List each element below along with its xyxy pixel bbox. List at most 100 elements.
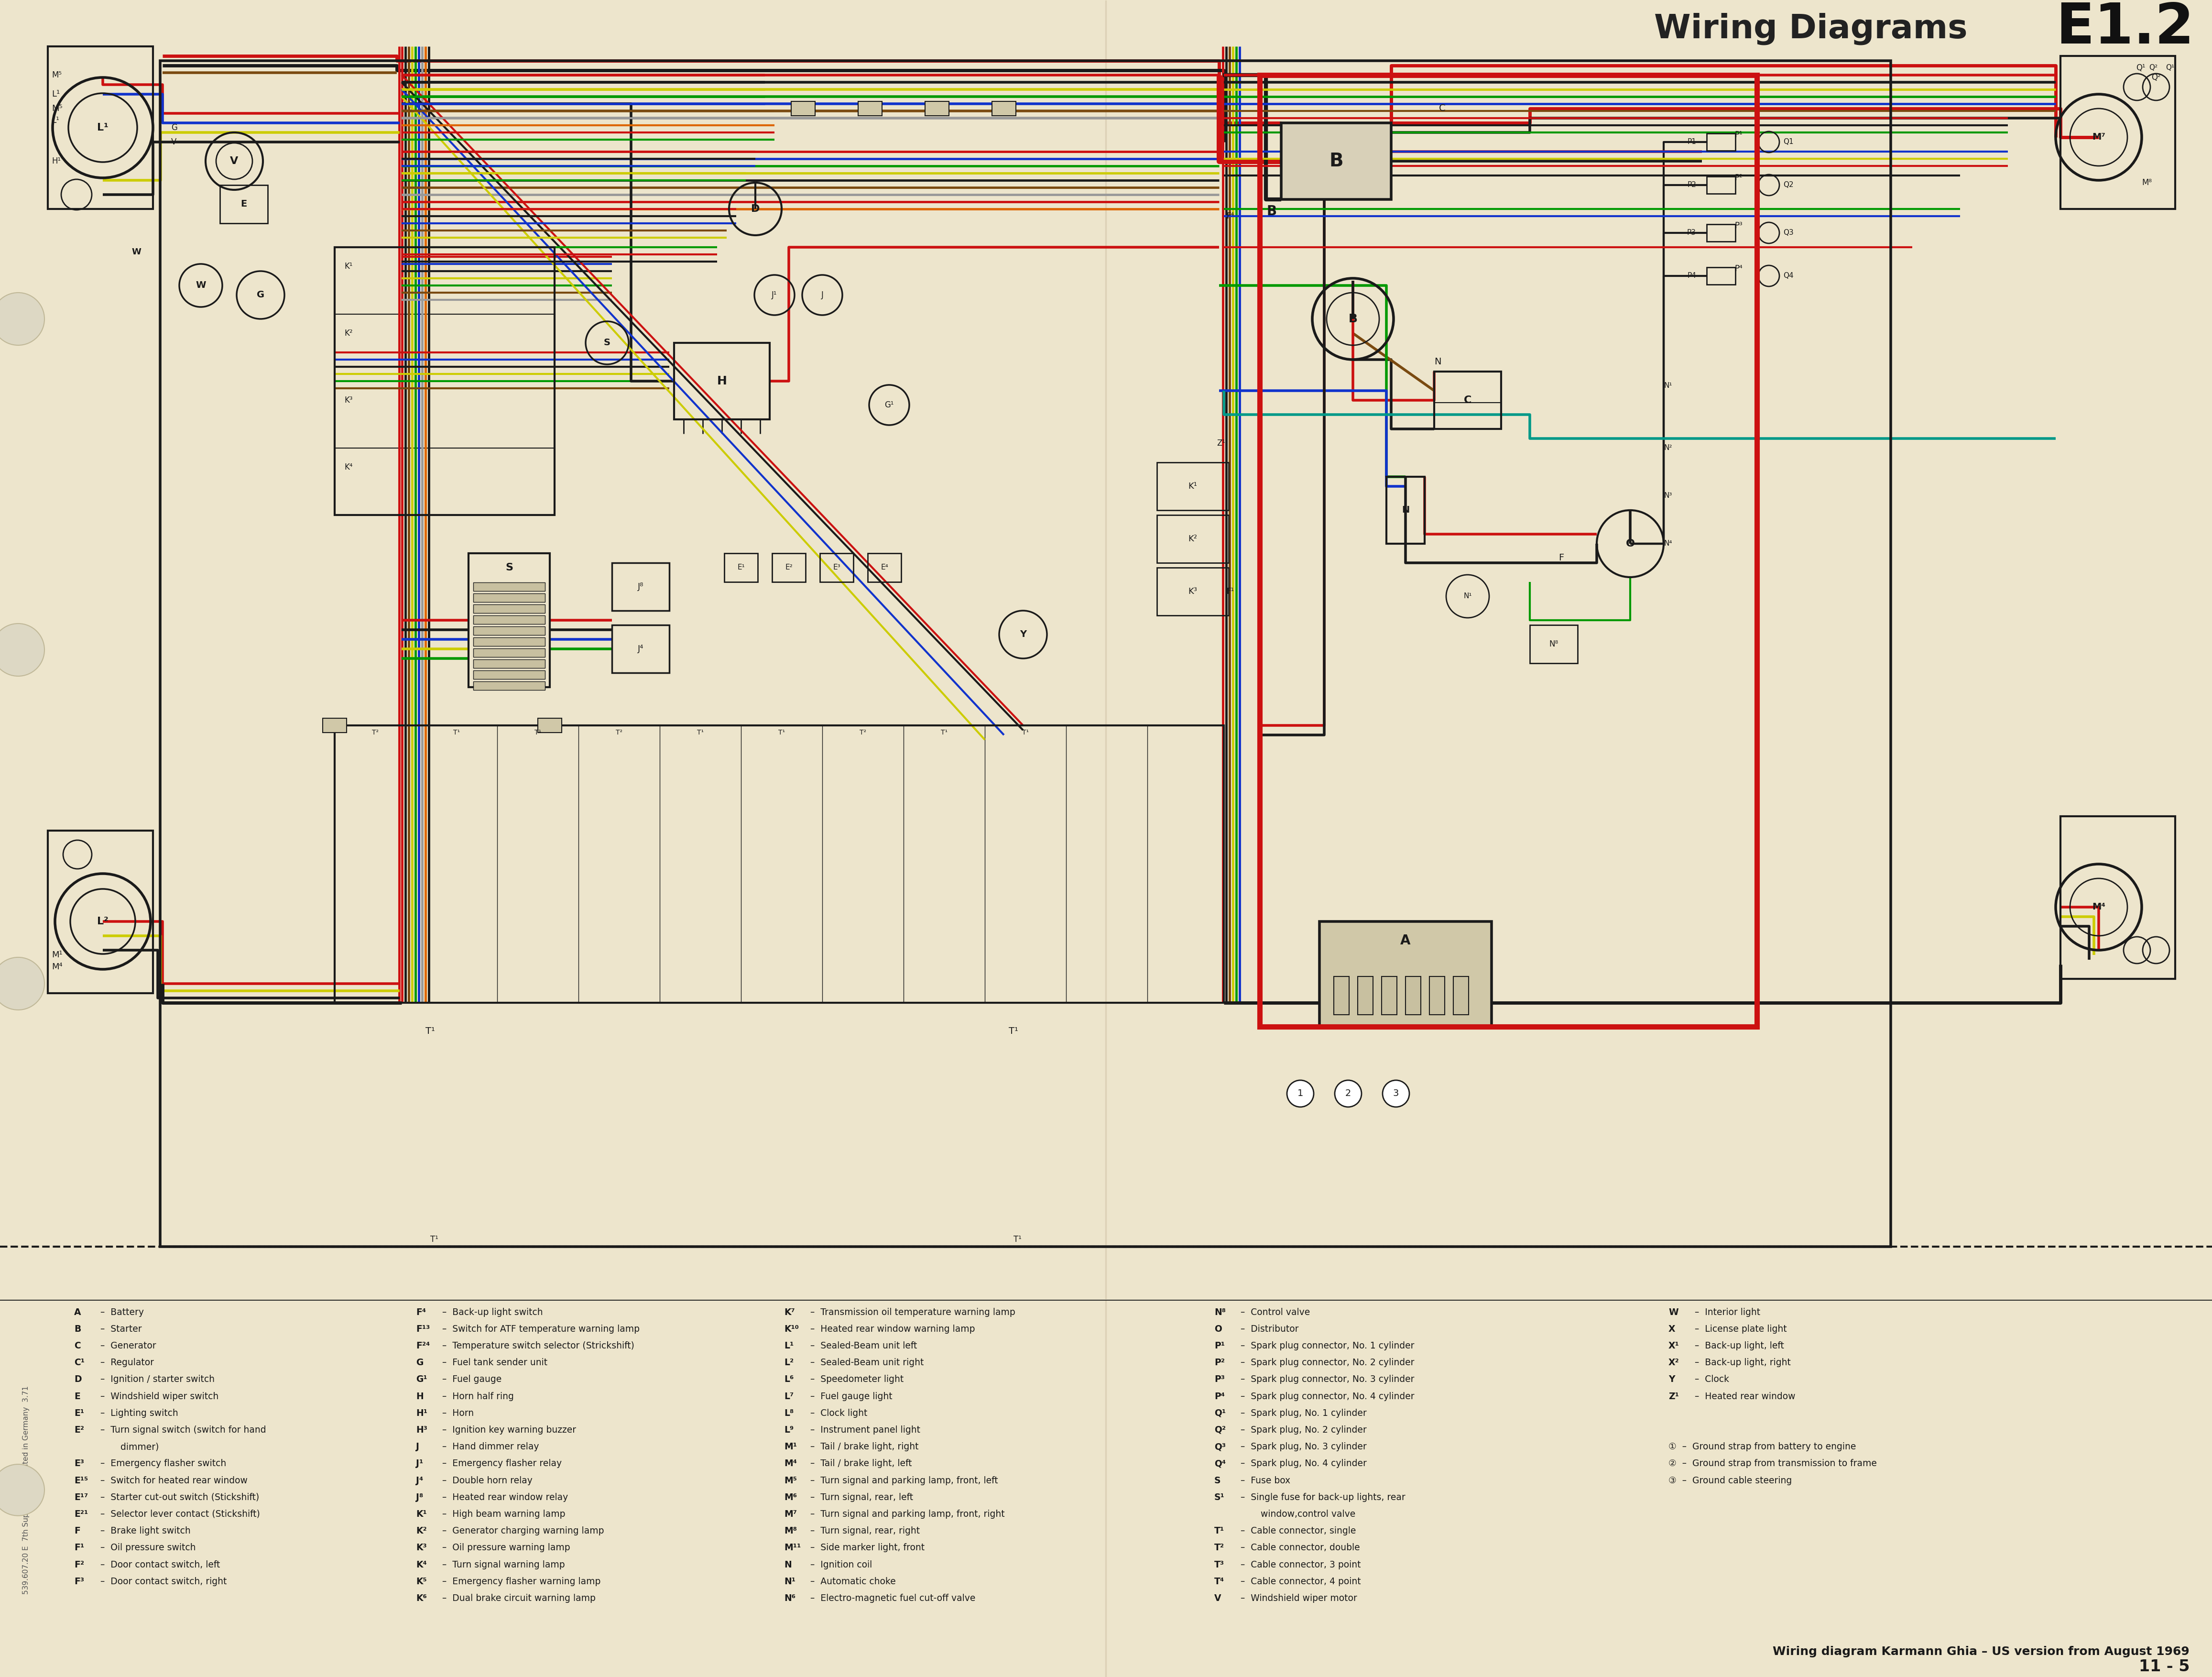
Bar <box>1334 976 1349 1015</box>
Text: T¹: T¹ <box>1013 1236 1022 1244</box>
Text: ①  –  Ground strap from battery to engine: ① – Ground strap from battery to engine <box>1668 1442 1856 1451</box>
Text: –  Fuel gauge light: – Fuel gauge light <box>810 1392 891 1400</box>
Text: –  Ignition key warning buzzer: – Ignition key warning buzzer <box>442 1425 575 1434</box>
Text: –  Turn signal and parking lamp, front, right: – Turn signal and parking lamp, front, r… <box>810 1509 1004 1519</box>
Text: L⁸: L⁸ <box>783 1409 794 1417</box>
Text: M⁷: M⁷ <box>2093 132 2106 143</box>
Text: K³: K³ <box>345 396 352 404</box>
Text: M⁵: M⁵ <box>51 70 62 79</box>
Text: N⁶: N⁶ <box>783 1593 796 1603</box>
Text: P4: P4 <box>1688 272 1697 280</box>
Text: N¹: N¹ <box>783 1576 796 1586</box>
Text: Wiring diagram Karmann Ghia – US version from August 1969: Wiring diagram Karmann Ghia – US version… <box>1772 1645 2190 1657</box>
Bar <box>991 101 1015 116</box>
Text: B: B <box>73 1325 82 1333</box>
Circle shape <box>1334 1080 1363 1107</box>
Text: T¹: T¹ <box>940 729 947 736</box>
Circle shape <box>0 958 44 1010</box>
Circle shape <box>1382 1080 1409 1107</box>
Text: –  Windshield wiper switch: – Windshield wiper switch <box>100 1392 219 1400</box>
Text: J⁴: J⁴ <box>637 644 644 652</box>
Text: J: J <box>821 290 823 299</box>
Text: –  Turn signal, rear, left: – Turn signal, rear, left <box>810 1493 914 1503</box>
Bar <box>1318 921 1491 1026</box>
Text: –  Cable connector, double: – Cable connector, double <box>1241 1543 1360 1553</box>
Text: –  Switch for ATF temperature warning lamp: – Switch for ATF temperature warning lam… <box>442 1325 639 1333</box>
Text: D: D <box>750 205 759 213</box>
Text: F¹: F¹ <box>1225 587 1234 595</box>
Text: Q¹: Q¹ <box>1214 1409 1225 1417</box>
Text: Y: Y <box>1020 631 1026 639</box>
Circle shape <box>0 1464 44 1516</box>
Text: E³: E³ <box>834 563 841 572</box>
Bar <box>469 553 551 688</box>
Text: T¹: T¹ <box>1022 729 1029 736</box>
Text: T²: T² <box>615 729 622 736</box>
Text: –  Side marker light, front: – Side marker light, front <box>810 1543 925 1553</box>
Text: –  Automatic choke: – Automatic choke <box>810 1576 896 1586</box>
Text: P¹: P¹ <box>1734 131 1743 139</box>
Bar <box>159 60 1891 1246</box>
Bar <box>1433 372 1502 429</box>
Text: F⁴: F⁴ <box>1225 211 1234 220</box>
Text: P⁴: P⁴ <box>1734 265 1743 273</box>
Text: S: S <box>504 563 513 572</box>
Text: S: S <box>1214 1476 1221 1486</box>
Text: L¹: L¹ <box>97 122 108 132</box>
Text: K²: K² <box>416 1526 427 1536</box>
Text: P⁴: P⁴ <box>1214 1392 1225 1400</box>
Text: P1: P1 <box>1688 139 1697 146</box>
Text: N²: N² <box>1663 444 1672 451</box>
Text: K⁴: K⁴ <box>416 1560 427 1570</box>
Text: X¹: X¹ <box>1668 1342 1679 1350</box>
Text: W: W <box>1668 1308 1679 1316</box>
Text: T¹: T¹ <box>1009 1026 1018 1036</box>
Text: Q2: Q2 <box>1783 181 1794 188</box>
Text: M¹¹: M¹¹ <box>783 1543 801 1553</box>
Text: J¹: J¹ <box>772 290 776 299</box>
Text: C: C <box>1440 104 1444 112</box>
Text: –  Tail / brake light, left: – Tail / brake light, left <box>810 1459 911 1467</box>
Text: E¹⁷: E¹⁷ <box>73 1493 88 1503</box>
Bar <box>1531 626 1577 662</box>
Text: Q²: Q² <box>2148 64 2157 72</box>
Circle shape <box>0 624 44 676</box>
Text: C: C <box>1464 396 1471 406</box>
Text: P²: P² <box>1734 173 1743 183</box>
Text: T¹: T¹ <box>425 1026 436 1036</box>
Text: –  Fuse box: – Fuse box <box>1241 1476 1290 1486</box>
Text: –  Spark plug, No. 1 cylinder: – Spark plug, No. 1 cylinder <box>1241 1409 1367 1417</box>
Text: L¹: L¹ <box>783 1342 794 1350</box>
Text: –  Cable connector, 3 point: – Cable connector, 3 point <box>1241 1560 1360 1570</box>
Text: –  Turn signal switch (switch for hand: – Turn signal switch (switch for hand <box>100 1425 265 1434</box>
Text: S¹: S¹ <box>1214 1493 1225 1503</box>
Bar <box>613 563 670 610</box>
Text: –  Heated rear window relay: – Heated rear window relay <box>442 1493 568 1503</box>
Text: –  Hand dimmer relay: – Hand dimmer relay <box>442 1442 540 1451</box>
Text: M⁵: M⁵ <box>51 104 62 112</box>
Text: L¹: L¹ <box>51 91 60 99</box>
Text: –  Starter: – Starter <box>100 1325 142 1333</box>
Text: –  Starter cut-out switch (Stickshift): – Starter cut-out switch (Stickshift) <box>100 1493 259 1503</box>
Text: dimmer): dimmer) <box>100 1442 159 1451</box>
Text: –  Spark plug connector, No. 4 cylinder: – Spark plug connector, No. 4 cylinder <box>1241 1392 1413 1400</box>
Text: C¹: C¹ <box>73 1358 84 1367</box>
Text: –  Spark plug connector, No. 3 cylinder: – Spark plug connector, No. 3 cylinder <box>1241 1375 1413 1384</box>
Bar <box>473 604 544 614</box>
Text: N: N <box>783 1560 792 1570</box>
Text: –  Speedometer light: – Speedometer light <box>810 1375 905 1384</box>
Text: –  License plate light: – License plate light <box>1694 1325 1787 1333</box>
Text: –  Electro-magnetic fuel cut-off valve: – Electro-magnetic fuel cut-off valve <box>810 1593 975 1603</box>
Text: Q3: Q3 <box>1783 230 1794 236</box>
Text: N: N <box>1402 506 1409 515</box>
Text: E¹⁵: E¹⁵ <box>73 1476 88 1486</box>
Text: –  Sealed-Beam unit left: – Sealed-Beam unit left <box>810 1342 918 1350</box>
Bar <box>473 681 544 689</box>
Text: H¹: H¹ <box>416 1409 427 1417</box>
Text: T¹: T¹ <box>697 729 703 736</box>
Text: E: E <box>241 200 248 208</box>
Text: –  Dual brake circuit warning lamp: – Dual brake circuit warning lamp <box>442 1593 595 1603</box>
Text: Q⁴: Q⁴ <box>1214 1459 1225 1467</box>
Text: T¹: T¹ <box>779 729 785 736</box>
Text: –  Control valve: – Control valve <box>1241 1308 1310 1316</box>
